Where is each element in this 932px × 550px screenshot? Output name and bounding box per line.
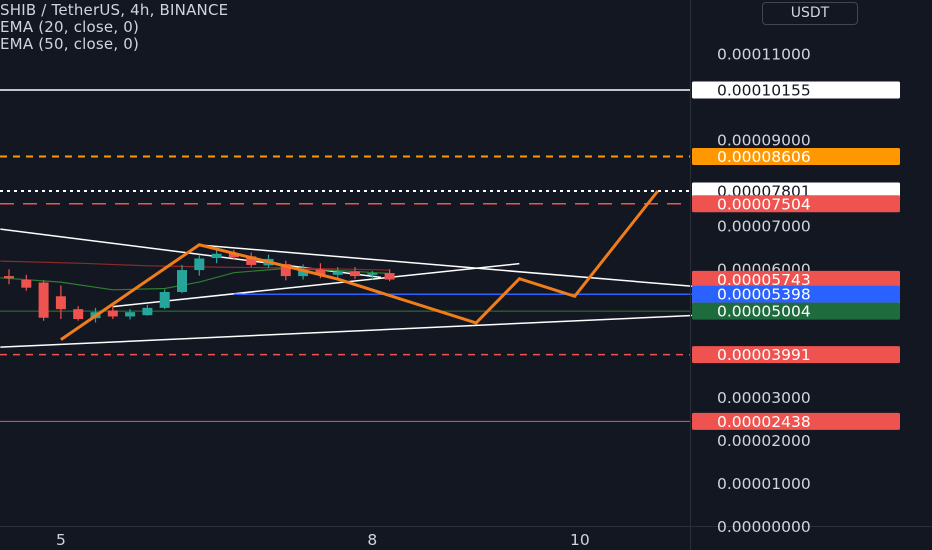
price-tag-label: 0.00008606	[717, 148, 811, 166]
candle-body	[384, 273, 395, 280]
candle-body	[298, 269, 309, 277]
projection-path[interactable]	[60, 190, 659, 341]
symbol-title[interactable]: SHIB / TetherUS, 4h, BINANCE	[0, 1, 229, 19]
candle-body	[4, 276, 14, 279]
candle-body	[332, 271, 343, 275]
price-tick-label: 0.00000000	[717, 518, 811, 536]
chart-legend: SHIB / TetherUS, 4h, BINANCE EMA (20, cl…	[0, 2, 228, 53]
projected-path	[60, 190, 659, 341]
price-tick-label: 0.00001000	[717, 475, 811, 493]
trendlines[interactable]	[0, 228, 788, 348]
time-tick-label: 8	[367, 531, 377, 549]
price-tick-label: 0.00011000	[717, 46, 811, 64]
candle-body	[55, 296, 66, 310]
candle-body	[367, 273, 378, 275]
price-tick-label: 0.00009000	[717, 132, 811, 150]
candle-body	[194, 258, 205, 271]
ema20-legend[interactable]: EMA (20, close, 0)	[0, 18, 140, 36]
price-tick-label: 0.00003000	[717, 389, 811, 407]
horizontal-price-lines	[0, 89, 690, 422]
price-tag	[692, 285, 900, 303]
price-tag-label: 0.00010155	[717, 81, 811, 99]
price-tick-label: 0.00007000	[717, 217, 811, 235]
price-tick-label: 0.00002000	[717, 432, 811, 450]
candle-body	[350, 271, 360, 277]
price-tag-label: 0.00002438	[717, 413, 811, 431]
time-tick-label: 5	[56, 531, 66, 549]
currency-button[interactable]: USDT	[762, 2, 858, 25]
price-tag-label: 0.00005743	[717, 271, 811, 289]
candle-body	[246, 256, 257, 265]
candle-body	[315, 269, 326, 275]
candle-body	[107, 310, 118, 317]
ema50-legend[interactable]: EMA (50, close, 0)	[0, 35, 140, 53]
candle-body	[211, 253, 222, 259]
candle-body	[38, 282, 49, 318]
candle-body	[159, 291, 170, 308]
price-tag	[692, 147, 900, 165]
candle-body	[125, 312, 136, 317]
price-tag-label: 0.00003991	[717, 346, 811, 364]
price-tags: 0.000101550.000086060.000078010.00007504…	[692, 81, 900, 431]
trendline	[112, 262, 520, 308]
price-tag	[692, 302, 900, 320]
trendline	[0, 310, 788, 348]
candle-body	[21, 279, 32, 288]
price-tag	[692, 182, 900, 200]
time-axis[interactable]: 5 8 10	[56, 531, 590, 549]
price-tag-label: 0.00007504	[717, 195, 811, 213]
price-tag	[692, 412, 900, 430]
candle-body	[73, 309, 84, 320]
candle-body	[280, 264, 291, 277]
candlesticks	[4, 249, 395, 323]
price-tag	[692, 81, 900, 99]
price-tag	[692, 195, 900, 213]
trendline	[199, 244, 788, 295]
price-tag	[692, 346, 900, 364]
time-tick-label: 10	[570, 531, 590, 549]
price-tag-label: 0.00005398	[717, 286, 811, 304]
price-tag-label: 0.00005004	[717, 303, 811, 321]
candle-body	[228, 253, 239, 258]
candle-body	[177, 270, 187, 292]
candle-body	[142, 307, 153, 316]
